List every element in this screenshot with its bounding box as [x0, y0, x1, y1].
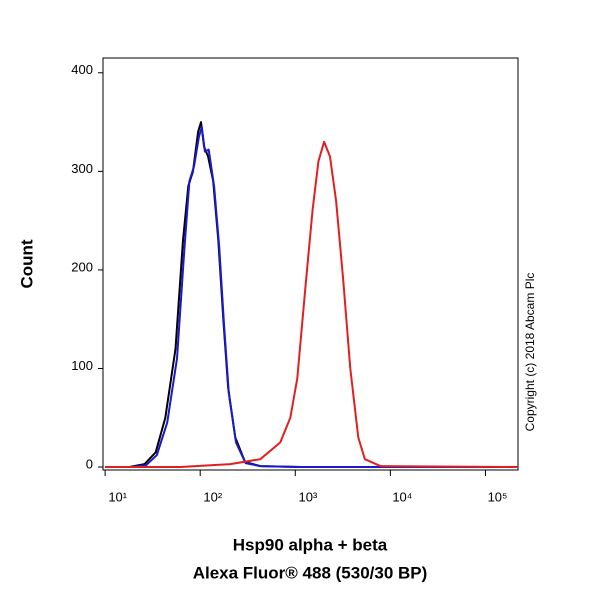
series-line: [105, 121, 518, 468]
x-tick-label: 10¹: [108, 489, 127, 504]
y-tick-label: 100: [71, 358, 93, 373]
y-axis-label: Count: [17, 239, 36, 288]
y-tick-label: 0: [86, 456, 93, 471]
x-tick-label: 10²: [203, 489, 222, 504]
x-tick-label: 10³: [298, 489, 317, 504]
copyright: Copyright (c) 2018 Abcam Plc: [523, 273, 537, 432]
x-tick-label: 10⁴: [392, 489, 412, 504]
series-line: [105, 126, 518, 468]
x-tick-label: 10⁵: [488, 489, 508, 504]
series-line: [105, 140, 519, 468]
y-tick-label: 300: [71, 161, 93, 176]
y-tick-label: 200: [71, 259, 93, 274]
x-axis-label: Alexa Fluor® 488 (530/30 BP): [193, 563, 428, 582]
plot-frame: [102, 57, 519, 471]
x-axis-label: Hsp90 alpha + beta: [233, 535, 388, 554]
y-tick-label: 400: [71, 62, 93, 77]
